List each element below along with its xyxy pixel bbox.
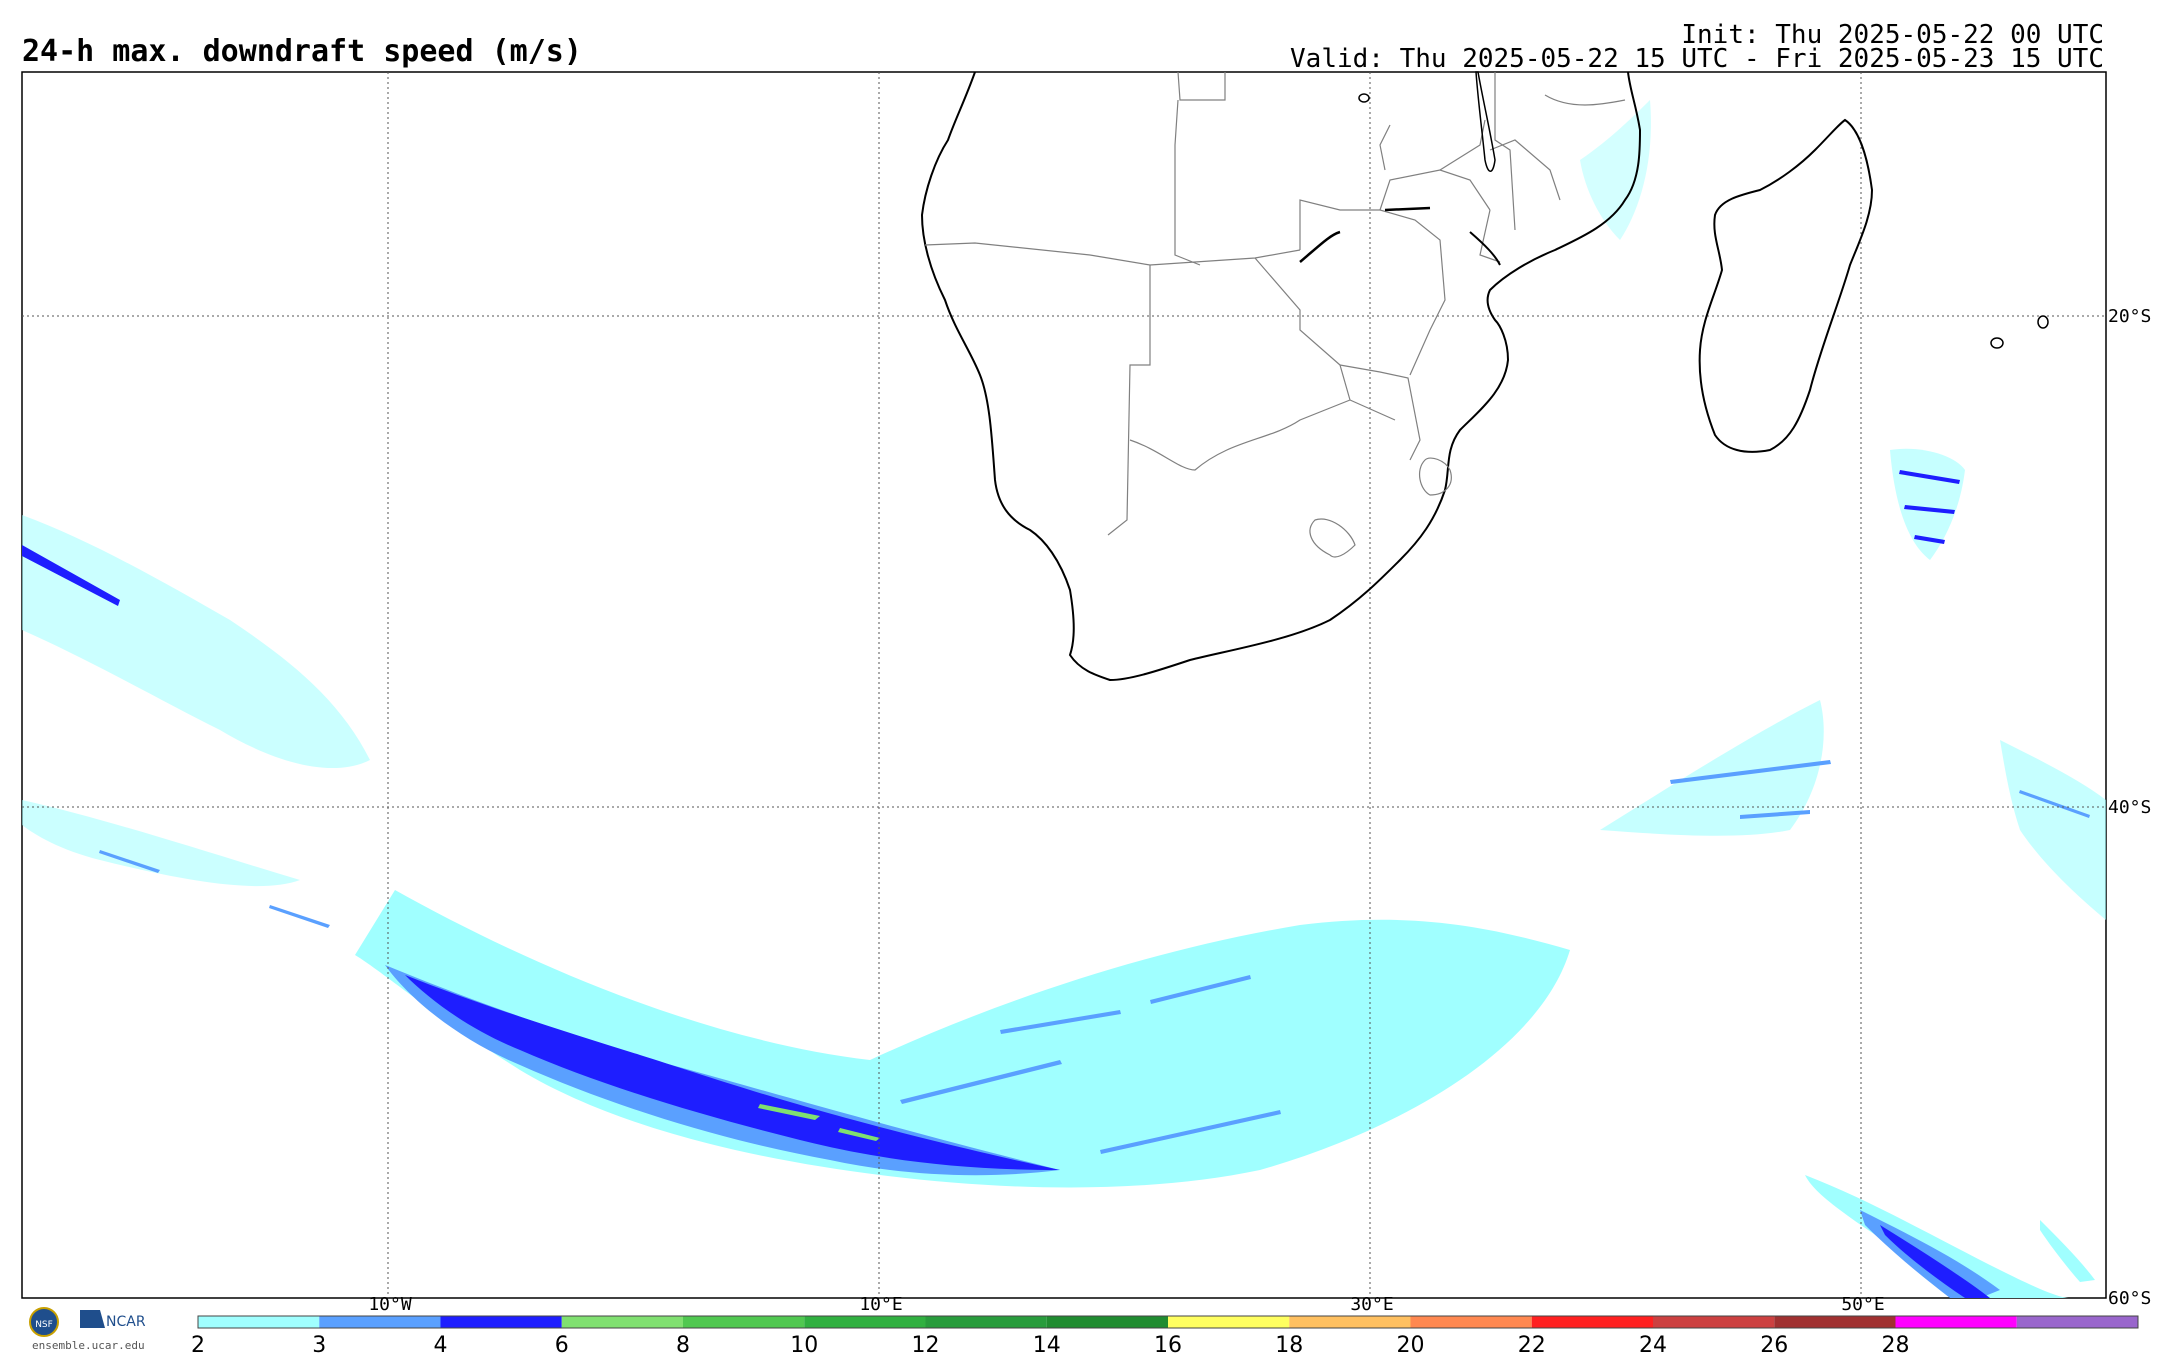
colorbar-swatch (2016, 1316, 2138, 1328)
field-streak (1000, 1010, 1121, 1034)
ncar-logo-text: NCAR (106, 1314, 146, 1330)
lake-malawi (1475, 71, 1496, 172)
lat-label: 20°S (2108, 306, 2151, 327)
colorbar-swatch (319, 1316, 441, 1328)
colorbar-swatch (561, 1316, 683, 1328)
lon-label: 30°E (1350, 1294, 1393, 1315)
colorbar-swatch (683, 1316, 805, 1328)
colorbar-swatch (1410, 1316, 1532, 1328)
field-southeast-corner-core (1880, 1225, 1990, 1298)
colorbar-tick-label: 10 (790, 1333, 818, 1354)
field-speed-3-4 (385, 965, 1060, 1176)
colorbar-tick-label: 6 (555, 1333, 569, 1354)
colorbar-swatch (1168, 1316, 1290, 1328)
colorbar-swatch (1046, 1316, 1168, 1328)
colorbar-tick-label: 16 (1154, 1333, 1182, 1354)
field-streak (1100, 1110, 1281, 1154)
country-borders (924, 71, 1626, 558)
colorbar-tick-label: 26 (1760, 1333, 1788, 1354)
field-west-scatter (22, 800, 300, 887)
init-time: Init: Thu 2025-05-22 00 UTC (1681, 20, 2104, 50)
colorbar-swatch (804, 1316, 926, 1328)
field-east-scatter (2000, 740, 2106, 920)
lon-label: 50°E (1841, 1294, 1884, 1315)
nsf-logo-text: NSF (35, 1320, 53, 1330)
colorbar-tick-label: 12 (912, 1333, 940, 1354)
lon-label: 10°W (368, 1294, 412, 1315)
colorbar-swatch (925, 1316, 1047, 1328)
site-label: ensemble.ucar.edu (32, 1339, 145, 1352)
field-streak (900, 1060, 1062, 1104)
lake-kariba (1299, 230, 1341, 263)
field-streak (1670, 760, 1831, 784)
field-southeast-scatter (1600, 700, 1824, 836)
colorbar: 2 3 4 6 8 10 12 14 16 18 20 22 24 26 28 (191, 1315, 2139, 1354)
colorbar-tick-label: 22 (1518, 1333, 1546, 1354)
field-speed-6-8 (758, 1104, 820, 1120)
colorbar-outline (197, 1315, 2139, 1329)
field-streak (1150, 975, 1251, 1004)
colorbar-tick-label: 8 (676, 1333, 690, 1354)
colorbar-tick-label: 2 (191, 1333, 205, 1354)
lon-label: 10°E (859, 1294, 902, 1315)
madagascar-coastline (1698, 118, 1874, 453)
colorbar-tick-label: 28 (1882, 1333, 1910, 1354)
field-streak (2040, 1220, 2095, 1282)
colorbar-swatch (198, 1316, 320, 1328)
island-mauritius (1990, 337, 2004, 349)
downdraft-field (22, 100, 2106, 1298)
field-southeast-corner (1805, 1175, 2070, 1298)
field-west-scatter (22, 515, 370, 769)
colorbar-swatch (1653, 1316, 1775, 1328)
africa-coastline (920, 71, 1642, 682)
field-streak (1740, 810, 1810, 819)
field-streak (99, 850, 160, 873)
field-streak (269, 905, 330, 928)
field-southeast-corner-mid (1860, 1210, 2000, 1298)
colorbar-swatch (1895, 1316, 2017, 1328)
field-speed-6-8 (838, 1128, 880, 1141)
nsf-logo (29, 1307, 59, 1337)
colorbar-swatch (1774, 1316, 1896, 1328)
page-title: 24-h max. downdraft speed (m/s) (22, 34, 582, 69)
coast-river (1469, 231, 1501, 266)
lat-label: 40°S (2108, 797, 2151, 818)
colorbar-tick-label: 4 (434, 1333, 448, 1354)
island-reunion (2037, 315, 2049, 329)
colorbar-swatch (1531, 1316, 1653, 1328)
graticule (22, 72, 2106, 1298)
colorbar-tick-label: 3 (312, 1333, 326, 1354)
colorbar-tick-label: 24 (1639, 1333, 1667, 1354)
field-mozambique-channel (1580, 100, 1651, 240)
colorbar-tick-label: 20 (1397, 1333, 1425, 1354)
colorbar-swatch (440, 1316, 562, 1328)
colorbar-tick-label: 14 (1033, 1333, 1061, 1354)
valid-time: Valid: Thu 2025-05-22 15 UTC - Fri 2025-… (1290, 44, 2104, 74)
field-streak (1914, 535, 1945, 544)
colorbar-swatch (1289, 1316, 1411, 1328)
ncar-logo (80, 1310, 105, 1328)
lake-cahora-bassa (1384, 206, 1431, 212)
lake (1358, 93, 1370, 103)
field-streak (2019, 790, 2090, 818)
field-streak (1899, 470, 1960, 484)
colorbar-tick-label: 18 (1275, 1333, 1303, 1354)
field-streak (1904, 505, 1955, 514)
field-west-core (22, 545, 120, 606)
lat-label: 60°S (2108, 1288, 2151, 1309)
field-madagascar-east (1890, 448, 1965, 560)
